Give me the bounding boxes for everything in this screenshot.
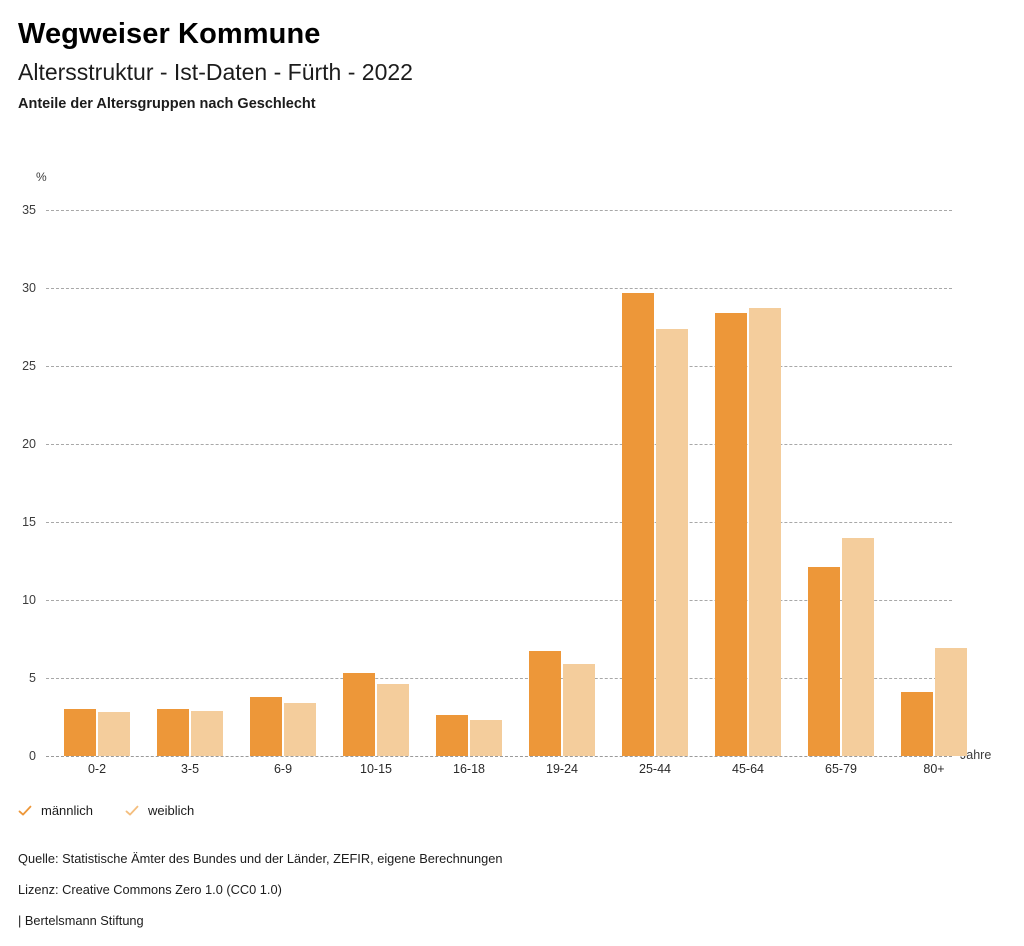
bar-weiblich-45-64[interactable] <box>749 308 781 756</box>
x-axis-tick-label: 3-5 <box>180 762 200 776</box>
chart-description: Anteile der Altersgruppen nach Geschlech… <box>18 96 316 112</box>
y-axis-tick-label: 20 <box>22 437 36 451</box>
bar-männlich-0-2[interactable] <box>64 709 96 756</box>
x-axis-tick-label: 19-24 <box>546 762 578 776</box>
chart-gridlines: 0 5 10 15 20 25 30 35 <box>0 165 1024 790</box>
gridline <box>46 288 952 289</box>
bar-männlich-45-64[interactable] <box>715 312 747 756</box>
x-axis-tick-label: 16-18 <box>453 762 485 776</box>
bar-weiblich-25-44[interactable] <box>656 328 688 756</box>
bar-weiblich-0-2[interactable] <box>98 712 130 756</box>
bar-weiblich-80+[interactable] <box>935 648 967 756</box>
bar-weiblich-6-9[interactable] <box>284 702 316 756</box>
legend-item-maennlich[interactable]: männlich <box>18 803 93 818</box>
bar-männlich-65-79[interactable] <box>808 567 840 756</box>
x-axis-tick-label: 80+ <box>923 762 945 776</box>
legend-item-weiblich[interactable]: weiblich <box>125 803 194 818</box>
y-axis-tick-label: 0 <box>29 749 36 763</box>
x-axis-tick-label: 10-15 <box>360 762 392 776</box>
legend-label: weiblich <box>148 803 195 818</box>
y-axis-tick-label: 35 <box>22 203 36 217</box>
check-icon <box>18 804 32 818</box>
bar-weiblich-16-18[interactable] <box>470 720 502 756</box>
page-title: Wegweiser Kommune <box>18 18 321 50</box>
footer-license: Lizenz: Creative Commons Zero 1.0 (CC0 1… <box>18 882 282 897</box>
gridline <box>46 600 952 601</box>
bar-weiblich-65-79[interactable] <box>842 537 874 756</box>
x-axis-label: Jahre <box>960 748 992 762</box>
x-axis-tick-label: 6-9 <box>273 762 293 776</box>
x-axis-tick-label: 0-2 <box>87 762 107 776</box>
bar-männlich-3-5[interactable] <box>157 709 189 756</box>
y-axis-tick-label: 25 <box>22 359 36 373</box>
y-axis-tick-label: 15 <box>22 515 36 529</box>
chart-plot-area: % Jahre 0 5 10 15 20 25 30 35 0-2 3-5 6-9 10-15 16-… <box>0 165 1024 790</box>
chart-footer: Quelle: Statistische Ämter des Bundes un… <box>18 843 998 936</box>
x-axis-tick-label: 65-79 <box>825 762 857 776</box>
bar-männlich-19-24[interactable] <box>529 651 561 756</box>
gridline <box>46 522 952 523</box>
gridline <box>46 756 952 757</box>
gridline <box>46 366 952 367</box>
chart-header: Wegweiser Kommune Altersstruktur - Ist-D… <box>18 16 998 115</box>
bar-männlich-80+[interactable] <box>901 692 933 756</box>
chart-legend: männlich weiblich <box>18 803 194 818</box>
x-axis-tick-label: 45-64 <box>732 762 764 776</box>
bar-männlich-10-15[interactable] <box>343 673 375 756</box>
gridline <box>46 678 952 679</box>
bar-männlich-25-44[interactable] <box>622 292 654 756</box>
legend-label: männlich <box>41 803 94 818</box>
check-icon <box>125 804 139 818</box>
y-axis-tick-label: 30 <box>22 281 36 295</box>
gridline <box>46 210 952 211</box>
footer-publisher: | Bertelsmann Stiftung <box>18 913 144 928</box>
y-axis-tick-label: 10 <box>22 593 36 607</box>
y-axis-unit-label: % <box>36 170 47 184</box>
bar-männlich-6-9[interactable] <box>250 696 282 756</box>
bar-weiblich-3-5[interactable] <box>191 710 223 756</box>
bar-männlich-16-18[interactable] <box>436 715 468 756</box>
x-axis-tick-label: 25-44 <box>639 762 671 776</box>
chart-subtitle: Altersstruktur - Ist-Daten - Fürth - 202… <box>18 59 413 85</box>
chart-bars: 0-2 3-5 6-9 10-15 16-18 19-24 25-44 45-64 65-79 8… <box>0 165 1024 790</box>
gridline <box>46 444 952 445</box>
y-axis-tick-label: 5 <box>29 671 36 685</box>
bar-weiblich-19-24[interactable] <box>563 663 595 756</box>
footer-source: Quelle: Statistische Ämter des Bundes un… <box>18 851 503 866</box>
bar-weiblich-10-15[interactable] <box>377 684 409 756</box>
